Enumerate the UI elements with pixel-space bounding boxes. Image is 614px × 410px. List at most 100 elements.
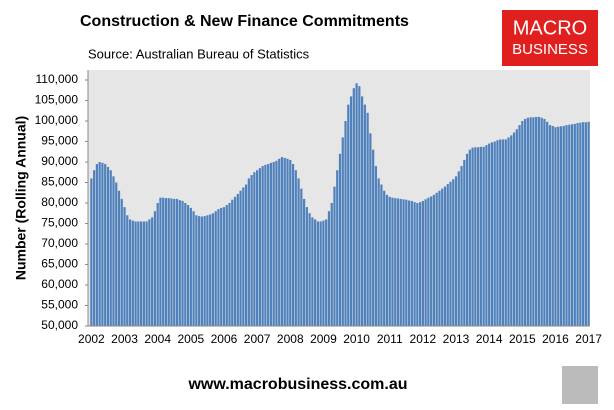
- bar: [454, 176, 458, 326]
- x-tick-label: 2003: [111, 332, 138, 346]
- bar: [280, 157, 284, 326]
- bar: [369, 133, 372, 326]
- bar: [372, 149, 375, 326]
- bar: [278, 158, 281, 326]
- bar: [336, 170, 339, 326]
- bar: [413, 202, 416, 326]
- bar: [247, 178, 250, 326]
- bar: [117, 190, 121, 326]
- bar: [330, 203, 333, 326]
- bar: [349, 96, 353, 327]
- y-tick-label: 85,000: [41, 175, 78, 189]
- bar: [90, 178, 93, 326]
- bar: [430, 196, 433, 326]
- bar: [162, 197, 165, 326]
- bar: [109, 170, 112, 326]
- bar: [344, 121, 347, 326]
- bar: [510, 135, 513, 326]
- bar: [104, 164, 107, 326]
- bar: [482, 146, 485, 326]
- bar: [198, 216, 201, 326]
- bar: [402, 199, 405, 326]
- logo-text: MACRO: [513, 17, 587, 39]
- bar: [256, 170, 259, 326]
- bar: [164, 198, 168, 326]
- bar: [145, 221, 148, 326]
- chart-subtitle: Source: Australian Bureau of Statistics: [88, 46, 310, 61]
- bar: [347, 104, 350, 326]
- bar: [463, 159, 466, 326]
- y-tick-label: 55,000: [41, 298, 78, 312]
- bar: [253, 172, 256, 326]
- bar: [275, 160, 278, 326]
- bar: [173, 198, 176, 326]
- bar: [148, 219, 151, 326]
- bar: [452, 179, 455, 326]
- bar: [272, 162, 275, 326]
- x-tick-label: 2009: [310, 332, 337, 346]
- bar: [203, 216, 206, 326]
- logo-text: BUSINESS: [512, 41, 588, 58]
- bar: [557, 126, 560, 327]
- bar: [551, 125, 554, 326]
- bar: [341, 137, 344, 326]
- bar: [427, 197, 430, 326]
- y-tick-label: 70,000: [41, 236, 78, 250]
- bar: [416, 203, 419, 326]
- bar: [327, 211, 331, 326]
- logo-box: [502, 10, 598, 66]
- bar: [565, 125, 568, 326]
- bar: [410, 200, 413, 326]
- bar: [535, 116, 538, 327]
- bar: [537, 116, 540, 327]
- bar: [195, 215, 198, 326]
- bar: [217, 209, 220, 326]
- bar: [106, 166, 110, 326]
- bar: [300, 188, 303, 326]
- bar: [479, 146, 482, 326]
- x-tick-label: 2005: [177, 332, 204, 346]
- bar: [319, 221, 322, 326]
- x-tick-label: 2015: [509, 332, 536, 346]
- bar: [167, 198, 170, 326]
- x-tick-label: 2012: [410, 332, 437, 346]
- bar: [302, 198, 306, 326]
- bar: [419, 202, 422, 326]
- bar: [140, 221, 143, 326]
- bar: [554, 127, 557, 327]
- bar: [526, 117, 529, 326]
- bar: [465, 153, 469, 326]
- bar: [333, 186, 336, 326]
- bar: [488, 143, 491, 326]
- bar: [457, 171, 460, 326]
- bar: [587, 121, 590, 326]
- bar: [338, 153, 342, 326]
- bar: [239, 190, 242, 326]
- bar: [358, 86, 361, 327]
- chart-title: Construction & New Finance Commitments: [80, 13, 409, 30]
- bar: [153, 211, 157, 326]
- bar: [579, 122, 582, 326]
- bar: [181, 200, 184, 326]
- bar: [126, 215, 129, 326]
- y-axis-title: Number (Rolling Annual): [13, 116, 29, 280]
- bar: [485, 145, 488, 326]
- bar: [316, 221, 320, 326]
- bar: [159, 197, 162, 326]
- bar: [95, 164, 99, 326]
- bar: [355, 83, 358, 326]
- bar: [360, 96, 364, 327]
- bar: [405, 199, 408, 326]
- bar: [123, 207, 126, 326]
- bar: [192, 211, 195, 326]
- bar: [231, 199, 234, 326]
- bar: [394, 198, 397, 326]
- bar: [573, 123, 576, 327]
- bar: [383, 190, 386, 326]
- x-tick-label: 2004: [144, 332, 171, 346]
- bar: [396, 198, 400, 326]
- bar: [244, 184, 248, 326]
- bar: [137, 221, 140, 326]
- bar: [559, 126, 563, 326]
